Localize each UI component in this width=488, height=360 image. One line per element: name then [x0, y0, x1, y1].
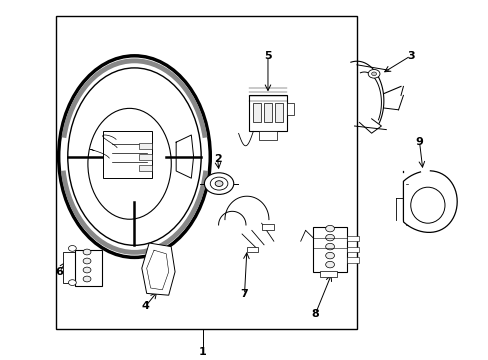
- Ellipse shape: [88, 108, 171, 219]
- Bar: [346, 236, 359, 241]
- Circle shape: [367, 69, 379, 78]
- Bar: [249, 95, 286, 131]
- Bar: [320, 271, 337, 277]
- Bar: [102, 131, 151, 178]
- Circle shape: [83, 276, 91, 282]
- Text: 9: 9: [415, 137, 423, 147]
- Text: 3: 3: [406, 51, 414, 61]
- Text: 4: 4: [142, 301, 149, 311]
- Bar: [259, 131, 276, 140]
- Bar: [286, 103, 293, 115]
- Circle shape: [83, 249, 91, 255]
- Polygon shape: [142, 243, 175, 295]
- Circle shape: [325, 234, 334, 241]
- Circle shape: [83, 258, 91, 264]
- Bar: [75, 250, 102, 286]
- Circle shape: [325, 252, 334, 259]
- Bar: [312, 227, 346, 272]
- Text: 1: 1: [199, 347, 206, 357]
- Text: 8: 8: [311, 309, 319, 319]
- Bar: [253, 103, 261, 122]
- Circle shape: [83, 267, 91, 273]
- Circle shape: [204, 173, 233, 194]
- Bar: [261, 224, 273, 230]
- Circle shape: [325, 261, 334, 268]
- Bar: [274, 103, 282, 122]
- Text: 5: 5: [264, 51, 271, 61]
- Bar: [139, 143, 151, 149]
- Bar: [246, 247, 257, 252]
- Circle shape: [68, 246, 76, 251]
- Bar: [139, 165, 151, 171]
- Circle shape: [371, 72, 376, 76]
- Circle shape: [215, 181, 223, 186]
- Bar: [346, 247, 359, 252]
- Circle shape: [325, 243, 334, 250]
- Bar: [264, 103, 271, 122]
- Circle shape: [325, 225, 334, 232]
- Ellipse shape: [68, 68, 201, 245]
- Text: 7: 7: [240, 289, 248, 300]
- Bar: [62, 252, 75, 283]
- Bar: [346, 257, 359, 263]
- Text: 6: 6: [56, 267, 63, 277]
- Bar: [139, 154, 151, 160]
- Circle shape: [210, 177, 227, 190]
- Ellipse shape: [410, 187, 444, 223]
- Bar: [56, 16, 356, 329]
- Text: 2: 2: [213, 154, 221, 164]
- Circle shape: [68, 280, 76, 285]
- Ellipse shape: [59, 56, 210, 257]
